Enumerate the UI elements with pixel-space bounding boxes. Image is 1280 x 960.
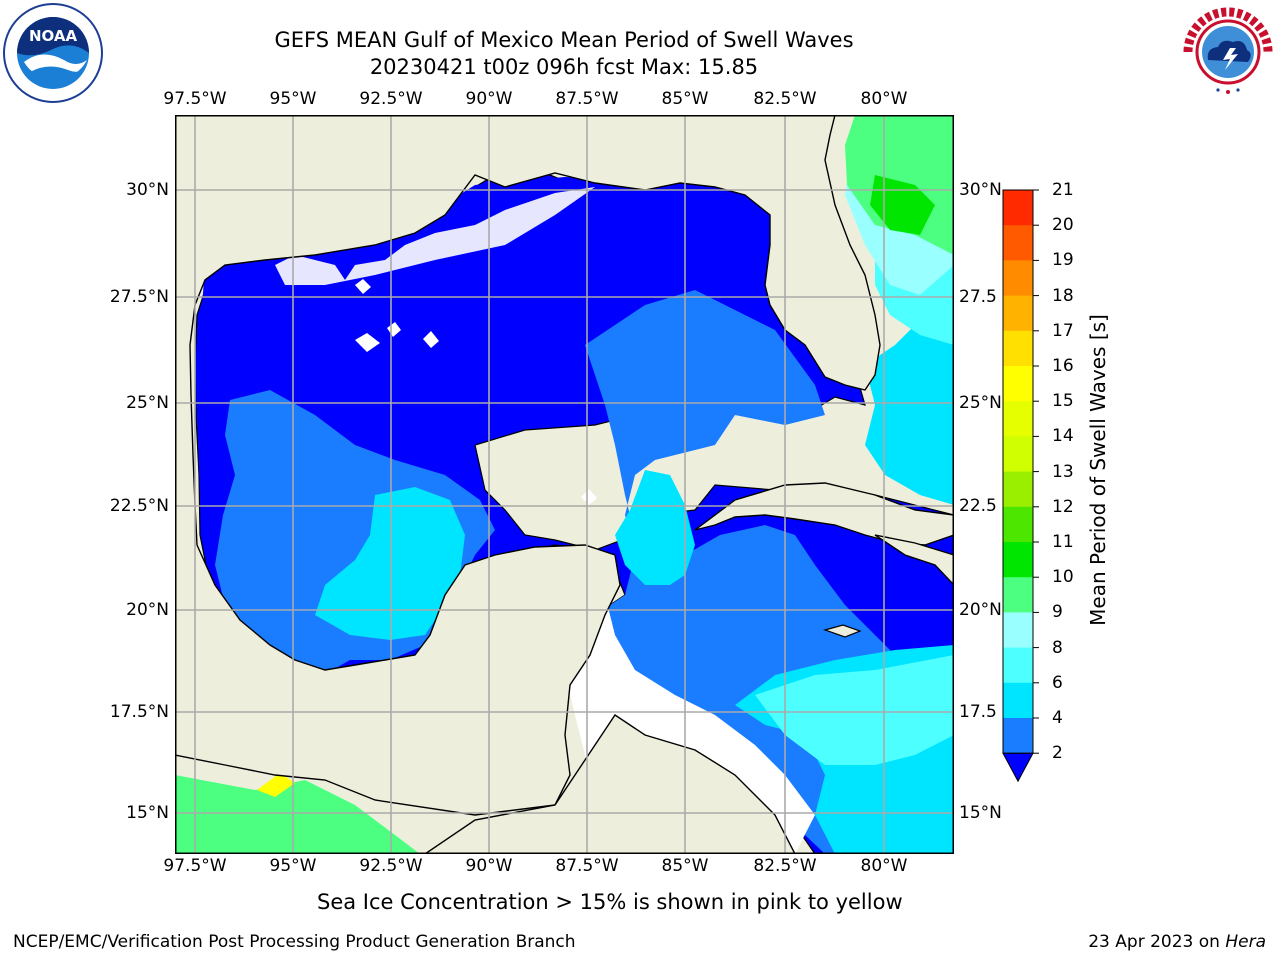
period-4-6-region-florida-east [865,305,954,505]
lon-label-bottom: 85°W [661,856,709,876]
lon-label-top: 97.5°W [163,89,227,109]
colorbar-tick-label: 12 [1052,496,1074,517]
lon-label-bottom: 87.5°W [555,856,619,876]
colorbar-bin [1003,225,1033,261]
lat-label-left: 17.5°N [109,702,169,722]
colorbar-tick-label: 14 [1052,426,1074,447]
lon-label-top: 90°W [465,89,513,109]
credit-text: NCEP/EMC/Verification Post Processing Pr… [13,932,576,952]
period-4-6-region-central [615,470,695,585]
lat-label-right: 22.5 [959,496,997,516]
colorbar-tick-label: 8 [1052,637,1063,658]
no-data-island-4 [355,279,371,294]
land-cuba-south [874,534,954,587]
colorbar-bin [1003,260,1033,297]
colorbar-tick-label: 20 [1052,215,1074,236]
colorbar-bin [1003,471,1033,508]
colorbar [1002,189,1039,783]
colorbar-tick-label: 10 [1052,567,1074,588]
graticule [175,115,954,854]
lon-label-top: 85°W [661,89,709,109]
colorbar-tick-label: 18 [1052,285,1074,306]
lon-label-bottom: 95°W [269,856,317,876]
lat-label-right: 20°N [959,600,1002,620]
lat-label-right: 30°N [959,180,1002,200]
colorbar-bin [1003,612,1033,649]
lat-label-left: 15°N [126,803,169,823]
lat-label-right: 15°N [959,803,1002,823]
lon-label-bottom: 90°W [465,856,513,876]
lat-label-right: 25°N [959,393,1002,413]
land-central-america [423,714,796,854]
colorbar-bin [1003,436,1033,473]
colorbar-tick-label: 9 [1052,602,1063,623]
land-jamaica [822,624,862,638]
colorbar-tick-label: 4 [1052,708,1063,728]
colorbar-tick-label: 17 [1052,320,1074,341]
lat-label-right: 27.5 [959,287,997,307]
colorbar-bin [1003,190,1033,226]
colorbar-tick-label: 19 [1052,250,1074,271]
no-data-island-1 [355,333,380,352]
colorbar-tick-label: 6 [1052,672,1063,693]
run-date: 23 Apr 2023 on Hera [1088,932,1266,952]
colorbar-bin [1003,401,1033,437]
noaa-logo-icon: NOAA [3,3,103,103]
lat-label-left: 27.5°N [109,287,169,307]
lat-label-left: 25°N [126,393,169,413]
colorbar-bin [1003,718,1033,754]
lon-label-top: 80°W [860,89,908,109]
lat-label-left: 20°N [126,600,169,620]
colorbar-bin [1003,577,1033,613]
period-9-10-region-pacific [175,775,420,854]
lon-label-top: 92.5°W [359,89,423,109]
colorbar-tick-label: 15 [1052,391,1074,412]
no-data-north-coast [275,187,595,285]
colorbar-tick-label: 13 [1052,461,1074,482]
colorbar-tick-label: 11 [1052,532,1074,552]
colorbar-bin [1003,506,1033,543]
colorbar-bin [1003,295,1033,332]
colorbar-bin [1003,542,1033,578]
period-4-6-region-west [315,487,465,640]
lon-label-top: 87.5°W [555,89,619,109]
land-mexico [175,115,954,816]
colorbar-bin [1003,682,1033,719]
colorbar-bin [1003,366,1033,402]
period-6-8-region [755,655,954,765]
colorbar-bin [1003,647,1033,684]
period-yellow-spot [257,773,295,797]
lat-label-left: 22.5°N [109,496,169,516]
no-data-island-5 [581,489,597,505]
land-cuba [694,482,954,546]
sea-ice-footnote: Sea Ice Concentration > 15% is shown in … [317,890,903,914]
map-title: GEFS MEAN Gulf of Mexico Mean Period of … [274,28,854,52]
lon-label-bottom: 92.5°W [359,856,423,876]
noaa-logo-text: NOAA [29,27,78,45]
colorbar-tick-label: 2 [1052,743,1063,764]
no-data-island-3 [423,331,439,348]
map-subtitle: 20230421 t00z 096h fcst Max: 15.85 [369,55,759,79]
lon-label-bottom: 80°W [860,856,908,876]
lon-label-top: 95°W [269,89,317,109]
colorbar-tick-label: 21 [1052,180,1074,200]
lon-label-bottom: 97.5°W [163,856,227,876]
machine-name: Hera [1225,932,1266,952]
map-plot [175,115,954,854]
colorbar-under-arrow [1002,752,1034,783]
nws-logo-icon [1181,5,1275,99]
map-frame [175,115,954,854]
lat-label-left: 30°N [126,180,169,200]
lon-label-bottom: 82.5°W [753,856,817,876]
colorbar-bin [1003,330,1033,367]
colorbar-tick-label: 16 [1052,356,1074,376]
lat-label-right: 17.5 [959,702,997,722]
lon-label-top: 82.5°W [753,89,817,109]
colorbar-label: Mean Period of Swell Waves [s] [1086,314,1110,626]
date-text: 23 Apr 2023 on [1088,932,1226,952]
